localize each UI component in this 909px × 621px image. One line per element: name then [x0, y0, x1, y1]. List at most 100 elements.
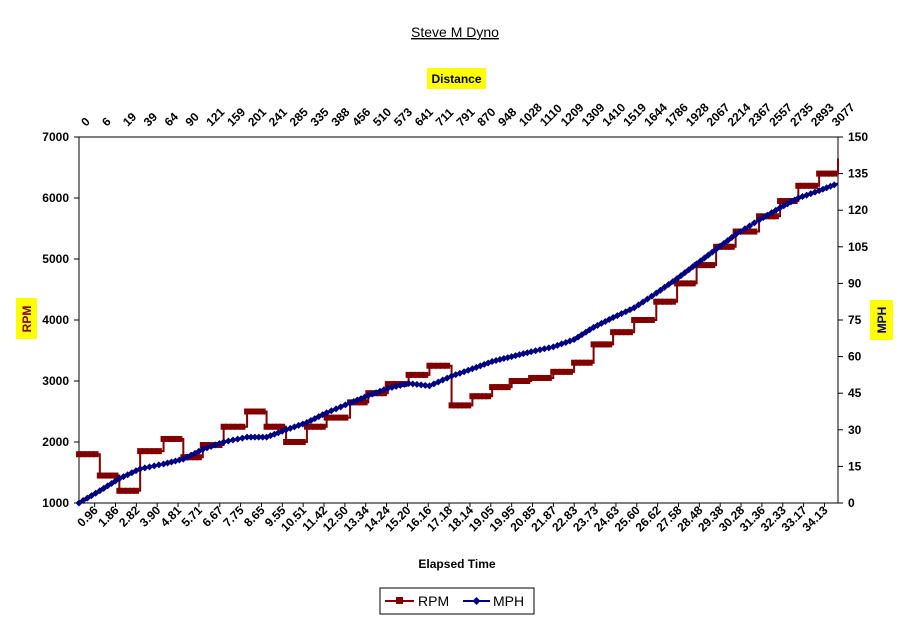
- x-tick-label: 0.96: [74, 503, 101, 530]
- point-rpm: [234, 423, 241, 430]
- point-mph: [700, 254, 708, 262]
- point-rpm: [146, 448, 153, 455]
- point-mph: [229, 436, 237, 444]
- point-rpm: [590, 341, 597, 348]
- point-mph: [405, 379, 413, 387]
- point-rpm: [746, 228, 753, 235]
- point-rpm: [648, 317, 655, 323]
- y-right-tick-label: 15: [848, 459, 862, 473]
- point-rpm: [323, 414, 330, 421]
- point-rpm: [108, 472, 115, 479]
- point-rpm: [657, 298, 664, 305]
- top-axis-title-text: Distance: [431, 72, 481, 86]
- point-rpm: [80, 451, 87, 458]
- point-rpm: [291, 439, 298, 445]
- point-rpm: [516, 378, 523, 384]
- point-rpm: [640, 317, 647, 323]
- point-mph: [736, 228, 744, 236]
- point-rpm: [422, 371, 429, 378]
- point-mph: [146, 463, 154, 471]
- point-rpm: [578, 359, 585, 366]
- y-left-tick-label: 4000: [42, 313, 69, 327]
- plot-area: [78, 136, 839, 504]
- point-rpm: [128, 487, 135, 494]
- point-rpm: [88, 451, 95, 458]
- point-mph: [746, 222, 754, 230]
- point-rpm: [550, 368, 557, 375]
- point-rpm: [141, 448, 148, 455]
- point-rpm: [358, 399, 365, 406]
- point-rpm: [195, 454, 202, 461]
- top-tick-label: 711: [433, 105, 457, 129]
- point-mph: [255, 433, 263, 441]
- point-rpm: [582, 359, 589, 366]
- point-rpm: [247, 408, 254, 415]
- point-mph: [741, 225, 749, 233]
- x-tick-label: 7.75: [220, 503, 247, 530]
- point-rpm: [220, 423, 227, 430]
- point-rpm: [172, 435, 179, 442]
- top-tick-label: 201: [245, 105, 269, 129]
- point-rpm: [255, 408, 262, 415]
- point-rpm: [635, 317, 642, 323]
- top-tick-label: 456: [349, 105, 373, 129]
- x-tick-label: 4.81: [158, 503, 185, 530]
- point-rpm: [709, 262, 716, 269]
- point-rpm: [528, 374, 535, 381]
- point-rpm: [724, 243, 731, 250]
- point-mph: [750, 219, 758, 227]
- point-rpm: [333, 414, 340, 421]
- y-left-tick-label: 2000: [42, 435, 69, 449]
- point-rpm: [751, 228, 758, 235]
- top-tick-label: 948: [495, 105, 519, 129]
- point-rpm: [461, 402, 468, 409]
- point-rpm: [807, 182, 814, 189]
- x-axis-title: Elapsed Time: [418, 557, 495, 571]
- y-right-tick-label: 105: [848, 240, 868, 254]
- point-rpm: [562, 368, 569, 375]
- point-mph: [661, 283, 669, 291]
- point-rpm: [155, 448, 162, 455]
- point-mph: [136, 465, 144, 473]
- y-left-tick-label: 5000: [42, 252, 69, 266]
- point-rpm: [508, 378, 515, 384]
- point-rpm: [705, 262, 712, 269]
- top-tick-label: 159: [224, 105, 248, 129]
- point-rpm: [448, 402, 455, 409]
- point-rpm: [477, 393, 484, 400]
- point-rpm: [631, 317, 638, 323]
- point-mph: [409, 380, 417, 388]
- y-right-tick-label: 120: [848, 203, 868, 217]
- point-rpm: [409, 371, 416, 378]
- point-rpm: [622, 329, 629, 336]
- left-axis-title: RPM: [16, 298, 37, 339]
- legend: RPM MPH: [379, 587, 535, 615]
- point-mph: [639, 298, 647, 306]
- point-rpm: [100, 472, 107, 479]
- axes-layer: [74, 136, 843, 507]
- point-rpm: [728, 243, 735, 250]
- point-rpm: [251, 408, 258, 415]
- point-rpm: [283, 439, 290, 445]
- point-rpm: [151, 448, 158, 455]
- point-rpm: [777, 198, 784, 205]
- point-mph: [656, 286, 664, 294]
- top-tick-label: 241: [266, 105, 290, 129]
- x-tick-label: 2.82: [116, 503, 143, 530]
- point-rpm: [571, 359, 578, 366]
- point-rpm: [697, 262, 704, 269]
- point-rpm: [831, 170, 838, 177]
- point-rpm: [827, 170, 834, 177]
- point-rpm: [598, 341, 605, 348]
- point-rpm: [665, 298, 672, 305]
- point-rpm: [225, 423, 232, 430]
- point-mph: [665, 280, 673, 288]
- point-rpm: [116, 487, 123, 494]
- point-rpm: [405, 371, 412, 378]
- point-rpm: [496, 384, 503, 391]
- point-mph: [224, 437, 232, 445]
- point-rpm: [685, 280, 692, 287]
- point-rpm: [780, 198, 787, 205]
